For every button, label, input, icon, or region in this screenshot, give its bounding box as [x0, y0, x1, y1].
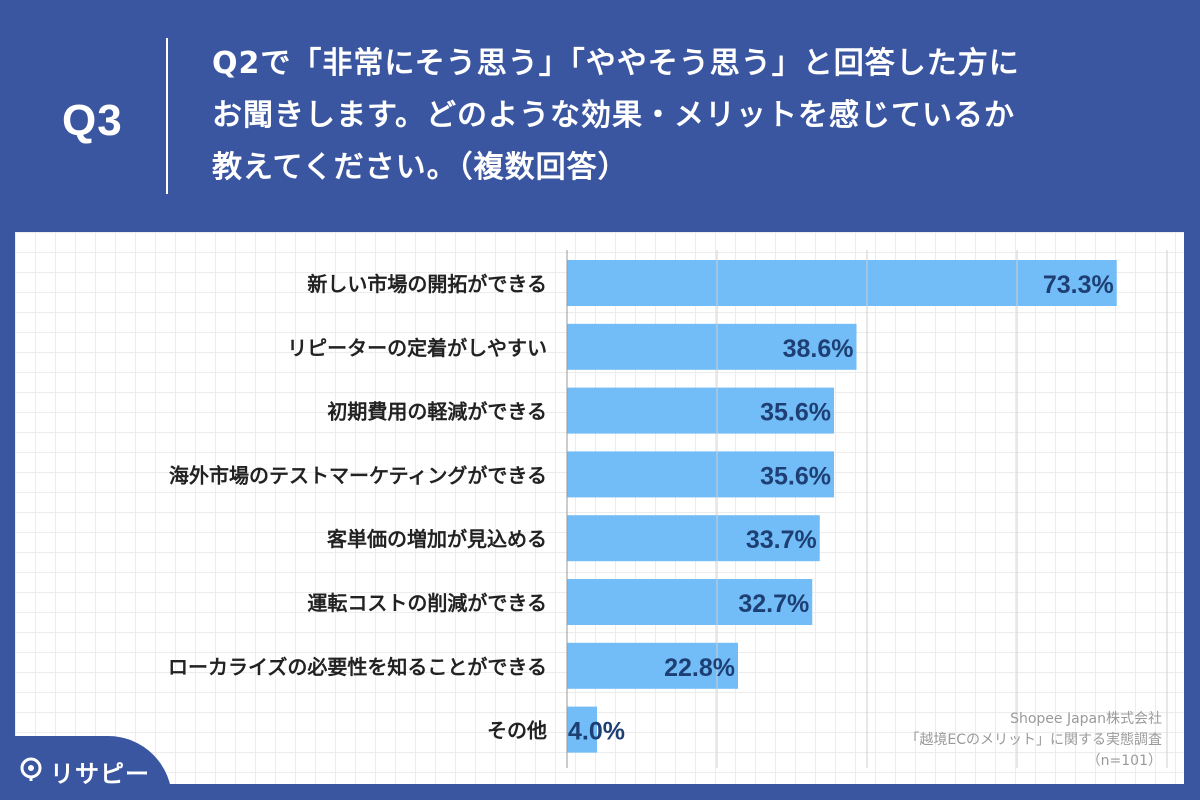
category-label: リピーターの定着がしやすい — [287, 336, 547, 360]
category-label: 初期費用の軽減ができる — [327, 400, 547, 424]
brand-logo: リサピー — [0, 736, 172, 800]
bar — [567, 515, 820, 562]
value-label: 35.6% — [760, 462, 831, 490]
value-label: 33.7% — [746, 526, 817, 554]
header: Q3 Q2で「非常にそう思う」「ややそう思う」と回答した方に お聞きします。どの… — [0, 0, 1200, 230]
bar-chart: 新しい市場の開拓ができる 73.3% リピーターの定着がしやすい 38.6% 初期費用の… — [168, 250, 1168, 768]
source-note: Shopee Japan株式会社 「越境ECのメリット」に関する実態調査 （n=… — [905, 709, 1162, 772]
source-survey: 「越境ECのメリット」に関する実態調査 — [905, 732, 1162, 748]
value-label: 22.8% — [664, 654, 735, 682]
value-label: 73.3% — [1043, 271, 1114, 299]
bar — [567, 642, 738, 689]
bar — [567, 579, 813, 625]
lisapy-logo-icon — [20, 757, 42, 781]
source-sample-size: （n=101） — [1086, 753, 1162, 769]
category-label: 新しい市場の開拓ができる — [307, 272, 547, 296]
source-company: Shopee Japan株式会社 — [1010, 711, 1162, 727]
category-label: ローカライズの必要性を知ることができる — [168, 655, 547, 679]
bar — [567, 706, 597, 753]
bar — [567, 323, 857, 370]
bar — [567, 451, 834, 498]
bar — [567, 260, 1117, 306]
bar — [567, 387, 834, 434]
category-label: 海外市場のテストマーケティングができる — [169, 463, 547, 487]
value-label: 35.6% — [760, 399, 831, 427]
category-label: 客単価の増加が見込める — [326, 527, 547, 551]
category-label: その他 — [487, 719, 547, 743]
brand-name: リサピー — [50, 760, 150, 788]
value-label: 4.0% — [568, 718, 625, 746]
category-label: 運転コストの削減ができる — [307, 591, 547, 615]
question-number: Q3 — [62, 96, 123, 145]
value-label: 32.7% — [738, 590, 809, 618]
question-text: Q2で「非常にそう思う」「ややそう思う」と回答した方に お聞きします。どのような… — [212, 46, 1020, 185]
value-label: 38.6% — [783, 335, 854, 363]
chart-panel: 新しい市場の開拓ができる 73.3% リピーターの定着がしやすい 38.6% 初期費用の… — [15, 232, 1184, 784]
header-divider — [166, 38, 168, 194]
